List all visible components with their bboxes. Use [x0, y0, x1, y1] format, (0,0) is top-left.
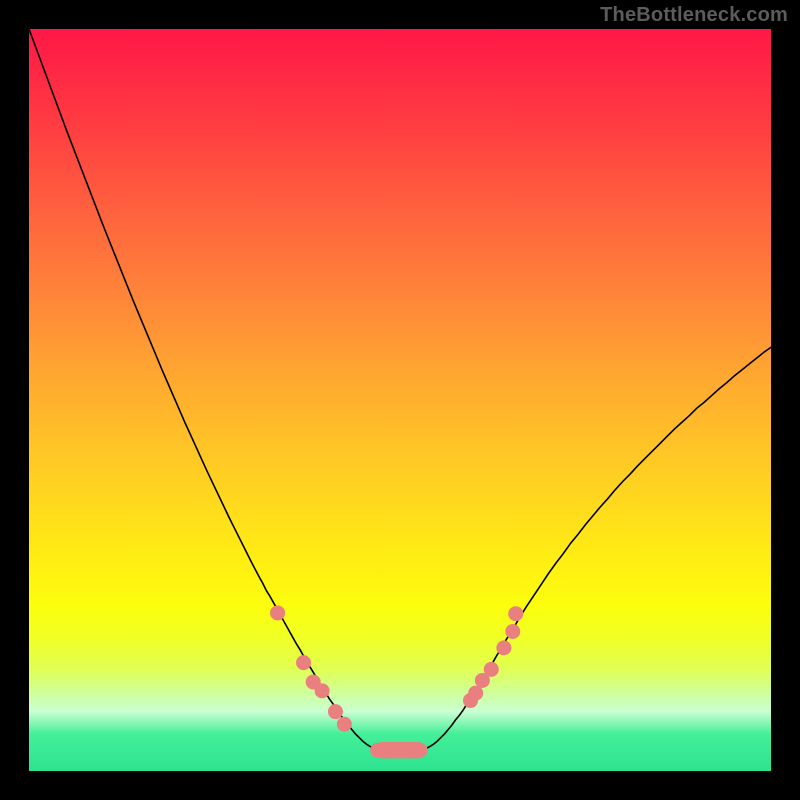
plot-svg	[29, 29, 771, 771]
data-marker	[413, 743, 428, 758]
watermark-text: TheBottleneck.com	[600, 4, 788, 27]
gradient-background	[29, 29, 771, 771]
data-marker	[337, 717, 352, 732]
data-marker	[496, 640, 511, 655]
data-marker	[328, 704, 343, 719]
data-marker	[508, 606, 523, 621]
data-marker	[505, 624, 520, 639]
data-marker	[378, 743, 393, 758]
data-marker	[315, 683, 330, 698]
data-marker	[270, 605, 285, 620]
data-marker	[484, 662, 499, 677]
data-marker	[296, 655, 311, 670]
bottleneck-curve-plot	[29, 29, 771, 771]
